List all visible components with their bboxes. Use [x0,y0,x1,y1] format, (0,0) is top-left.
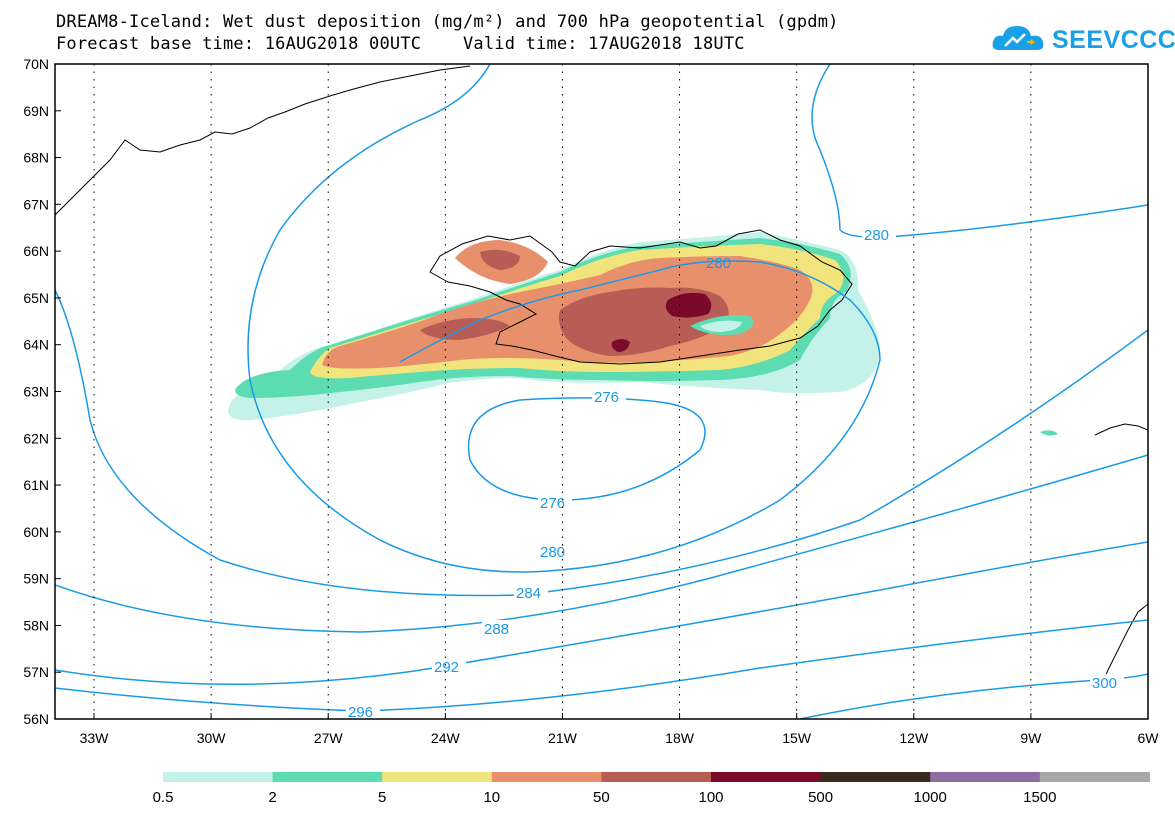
legend-label: 1000 [914,789,947,806]
legend-label: 5 [378,789,386,806]
lat-tick-label: 58N [23,617,49,633]
lat-tick-label: 70N [23,56,49,72]
lat-tick-label: 61N [23,477,49,493]
lon-tick-label: 12W [899,730,929,746]
lon-tick-label: 33W [80,730,110,746]
map-title: DREAM8-Iceland: Wet dust deposition (mg/… [56,12,839,32]
cloud-icon [992,26,1044,50]
iceland-coastline [429,229,853,365]
contour-label: 276 [594,389,619,406]
logo-text: SEEVCCC [1052,26,1175,54]
legend-swatch [711,772,822,782]
contour-label: 288 [484,621,509,638]
dust-deposition-layer [228,232,1058,436]
lat-tick-label: 62N [23,430,49,446]
greenland-coastline [55,65,471,216]
legend-swatch [163,772,274,782]
lat-tick-label: 65N [23,290,49,306]
forecast-time-line: Forecast base time: 16AUG2018 00UTC Vali… [56,34,745,54]
legend-swatch [382,772,493,782]
legend-label: 10 [483,789,500,806]
legend-swatch [1039,772,1150,782]
lon-tick-label: 6W [1138,730,1160,746]
lat-tick-label: 59N [23,571,49,587]
lon-tick-label: 15W [782,730,812,746]
lat-tick-label: 64N [23,337,49,353]
legend-swatch [820,772,931,782]
lon-tick-label: 30W [197,730,227,746]
lat-tick-label: 68N [23,150,49,166]
scotland-coastline [1099,603,1148,691]
contour-label: 284 [516,585,541,602]
latitude-axis: 70N 69N 68N 67N 66N 65N 64N 63N 62N 61N 60N 59N 58N 5… [23,56,61,727]
lon-tick-label: 27W [314,730,344,746]
lon-tick-label: 24W [431,730,461,746]
legend-swatch [272,772,383,782]
lat-tick-label: 57N [23,664,49,680]
contour-label: 296 [348,704,373,721]
faroe-coastline [1094,423,1148,436]
legend-swatch [491,772,602,782]
lon-tick-label: 21W [548,730,578,746]
legend-swatch [930,772,1041,782]
lat-tick-label: 66N [23,243,49,259]
grid-lines [93,64,1032,719]
lat-tick-label: 69N [23,103,49,119]
contour-label: 280 [540,544,565,561]
contour-labels: 280 280 276 276 280 284 288 292 296 300 [346,226,1124,721]
coastline-layer [55,65,1148,691]
contour-label: 280 [706,255,731,272]
lon-tick-label: 18W [665,730,695,746]
contour-label: 276 [540,495,565,512]
lat-tick-label: 56N [23,711,49,727]
contour-label: 300 [1092,675,1117,692]
legend-swatch [601,772,712,782]
contour-label: 292 [434,659,459,676]
legend-label: 100 [698,789,723,806]
lat-tick-label: 60N [23,524,49,540]
lat-tick-label: 67N [23,196,49,212]
geopotential-contours [55,64,1148,719]
color-legend: 0.5 2 5 10 50 100 500 1000 1500 [153,772,1150,806]
lon-tick-label: 9W [1020,730,1042,746]
legend-label: 1500 [1023,789,1056,806]
legend-label: 2 [268,789,276,806]
contour-label: 280 [864,227,889,244]
legend-label: 500 [808,789,833,806]
lat-tick-label: 63N [23,384,49,400]
legend-label: 50 [593,789,610,806]
longitude-axis: 33W 30W 27W 24W 21W 18W 15W 12W 9W 6W [80,713,1160,746]
legend-label: 0.5 [153,789,174,806]
